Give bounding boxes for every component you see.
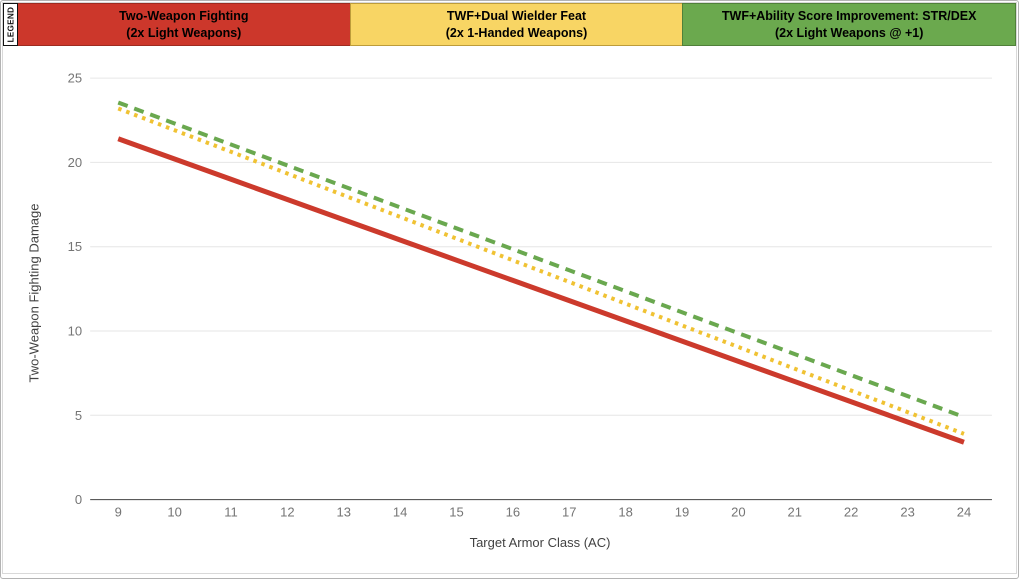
legend-item-line2: (2x 1-Handed Weapons) [445, 25, 588, 40]
x-tick-label: 14 [393, 505, 407, 520]
x-tick-label: 18 [618, 505, 632, 520]
series-dotted [117, 106, 965, 436]
legend-item-dual-wielder-feat: TWF+Dual Wielder Feat (2x 1-Handed Weapo… [349, 3, 684, 46]
legend-item-two-weapon-fighting: Two-Weapon Fighting (2x Light Weapons) [17, 3, 351, 46]
plot-area: 0 5 10 15 20 25 9 10 11 12 13 14 15 16 17 18 19 20 21 22 23 2… [3, 46, 1016, 573]
x-tick-label: 23 [900, 505, 914, 520]
legend-item-line2: (2x Light Weapons @ +1) [774, 25, 924, 40]
x-tick-label: 19 [675, 505, 689, 520]
x-axis-title: Target Armor Class (AC) [469, 535, 611, 550]
legend-title: LEGEND [6, 6, 15, 43]
x-tick-label: 20 [731, 505, 745, 520]
legend-title-cell: LEGEND [3, 3, 18, 46]
x-tick-label: 21 [788, 505, 802, 520]
legend-bar: LEGEND Two-Weapon Fighting (2x Light Wea… [3, 3, 1017, 46]
y-tick-label: 25 [68, 71, 82, 86]
x-tick-label: 12 [280, 505, 294, 520]
y-tick-label: 15 [68, 239, 82, 254]
legend-item-line1: Two-Weapon Fighting [119, 8, 249, 23]
legend-item-line1: TWF+Ability Score Improvement: STR/DEX [721, 8, 977, 23]
x-tick-label: 15 [449, 505, 463, 520]
x-tick-label: 13 [337, 505, 351, 520]
x-tick-label: 24 [957, 505, 971, 520]
series-solid [117, 136, 965, 445]
x-tick-label: 10 [167, 505, 181, 520]
x-tick-label: 22 [844, 505, 858, 520]
line-chart: 0 5 10 15 20 25 9 10 11 12 13 14 15 16 17 18 19 20 21 22 23 2… [68, 71, 992, 520]
x-tick-label: 16 [506, 505, 520, 520]
legend-item-line2: (2x Light Weapons) [126, 25, 242, 40]
legend-item-line1: TWF+Dual Wielder Feat [446, 8, 587, 23]
x-tick-label: 11 [224, 505, 238, 520]
y-tick-label: 20 [68, 155, 82, 170]
x-tick-label: 9 [115, 505, 122, 520]
y-axis-title: Two-Weapon Fighting Damage [26, 203, 42, 383]
y-tick-label: 0 [75, 492, 82, 507]
x-tick-label: 17 [562, 505, 576, 520]
y-tick-label: 5 [75, 408, 82, 423]
series-dashed [117, 100, 965, 419]
y-tick-label: 10 [68, 323, 82, 338]
legend-item-ability-score-improvement: TWF+Ability Score Improvement: STR/DEX (… [682, 3, 1017, 46]
